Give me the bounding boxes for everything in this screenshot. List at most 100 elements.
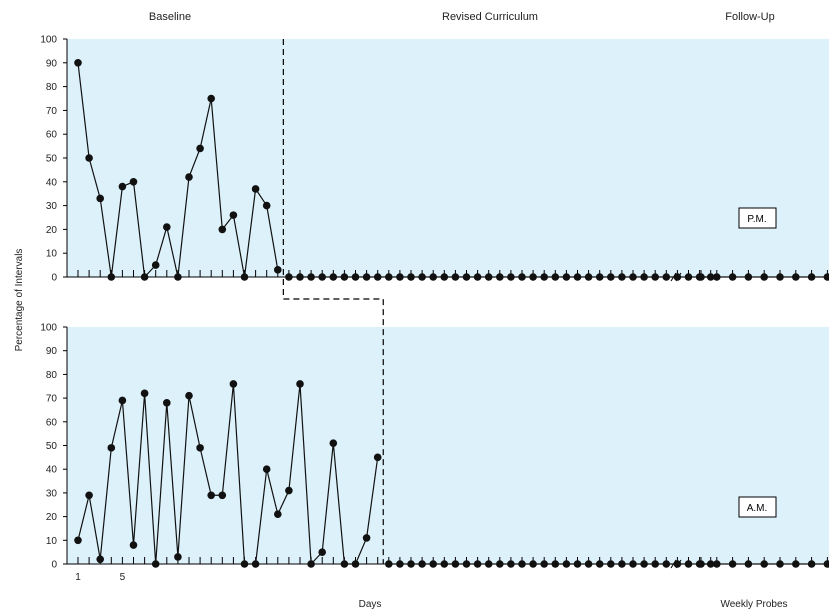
data-point xyxy=(540,273,548,281)
series-line-baseline-am xyxy=(77,383,379,566)
data-point xyxy=(373,453,382,462)
data-point xyxy=(240,273,249,281)
data-point xyxy=(429,273,438,281)
data-point xyxy=(229,380,238,388)
data-point xyxy=(140,389,149,398)
data-point xyxy=(529,273,537,281)
data-point xyxy=(385,560,393,568)
data-point xyxy=(662,273,671,281)
data-point xyxy=(96,194,104,203)
data-point-followup xyxy=(744,273,753,281)
plot-area-am xyxy=(67,327,829,564)
data-point-followup xyxy=(807,560,816,568)
data-point xyxy=(584,273,593,281)
data-point xyxy=(706,560,715,568)
data-point-followup xyxy=(697,273,705,281)
data-point-followup xyxy=(728,560,737,568)
panel-pm: 0 10 20 30 40 50 60 70 80 90 100 xyxy=(40,35,829,284)
data-point xyxy=(640,273,648,281)
data-point-followup xyxy=(792,560,800,568)
data-point xyxy=(362,534,371,542)
data-point xyxy=(329,439,338,447)
y-tick-label: 50 xyxy=(46,154,58,165)
data-point xyxy=(107,444,116,452)
y-tick-label: 100 xyxy=(40,323,57,334)
data-point xyxy=(207,94,215,103)
panel-label-am-text: A.M. xyxy=(747,503,768,514)
y-tick-label: 80 xyxy=(46,82,58,93)
data-point xyxy=(418,273,426,281)
data-point xyxy=(473,560,482,568)
data-point xyxy=(274,266,282,274)
data-point-followup xyxy=(823,273,829,281)
data-point xyxy=(618,560,626,568)
data-point xyxy=(163,223,171,231)
y-tick-label: 60 xyxy=(46,417,58,428)
data-point xyxy=(351,273,360,281)
data-point-followup xyxy=(760,273,768,281)
phase-change-line xyxy=(282,39,384,564)
data-point xyxy=(451,560,460,568)
y-tick-label: 40 xyxy=(46,465,58,476)
data-point xyxy=(396,273,404,281)
data-point xyxy=(484,560,493,568)
data-point xyxy=(318,273,327,281)
data-point xyxy=(251,560,260,568)
data-point xyxy=(629,560,637,568)
data-point xyxy=(507,560,515,568)
y-tick-label: 100 xyxy=(40,35,57,46)
data-point-followup xyxy=(697,560,705,568)
phase-label-follow-up: Follow-Up xyxy=(725,11,775,23)
data-point xyxy=(385,273,393,281)
data-point xyxy=(529,560,537,568)
y-tick-label: 80 xyxy=(46,370,58,381)
data-point xyxy=(662,560,671,568)
data-point xyxy=(684,560,693,568)
data-point xyxy=(96,555,104,564)
y-tick-label: 10 xyxy=(46,536,58,547)
data-point xyxy=(174,553,182,561)
phase-label-baseline: Baseline xyxy=(149,11,191,23)
data-point xyxy=(85,491,93,500)
data-point xyxy=(440,560,449,568)
data-point xyxy=(651,560,659,568)
data-point xyxy=(407,273,415,281)
data-point xyxy=(196,144,204,153)
data-point xyxy=(684,273,693,281)
panel-label-pm-text: P.M. xyxy=(747,214,766,225)
data-point xyxy=(118,182,127,191)
data-point xyxy=(396,560,404,568)
data-point xyxy=(607,273,615,281)
data-point xyxy=(251,185,260,193)
data-point xyxy=(618,273,626,281)
data-point xyxy=(407,560,415,568)
phase-change-lines xyxy=(282,39,384,564)
data-point xyxy=(207,491,215,500)
data-point xyxy=(496,560,504,568)
data-point-followup xyxy=(792,273,800,281)
data-point xyxy=(673,273,682,281)
data-point xyxy=(340,560,349,568)
y-axis-title: Percentage of Intervals xyxy=(14,249,25,352)
y-tick-label: 90 xyxy=(46,58,58,69)
data-point xyxy=(140,273,149,281)
y-tick-label: 70 xyxy=(46,106,58,117)
data-point xyxy=(307,273,315,281)
data-point xyxy=(584,560,593,568)
data-point xyxy=(174,273,182,281)
y-tick-label: 0 xyxy=(51,560,57,571)
x-axis-title-weekly-probes: Weekly Probes xyxy=(720,599,787,610)
data-point xyxy=(673,560,682,568)
data-point xyxy=(340,273,349,281)
panel-label-pm: P.M. xyxy=(738,207,777,229)
y-tick-label: 40 xyxy=(46,177,58,188)
data-point xyxy=(562,560,571,568)
data-point xyxy=(74,59,82,67)
data-point-followup xyxy=(713,273,721,281)
data-point xyxy=(507,273,515,281)
data-point xyxy=(551,273,560,281)
data-point xyxy=(518,560,526,568)
data-point-followup xyxy=(776,273,784,281)
data-point xyxy=(196,444,204,452)
